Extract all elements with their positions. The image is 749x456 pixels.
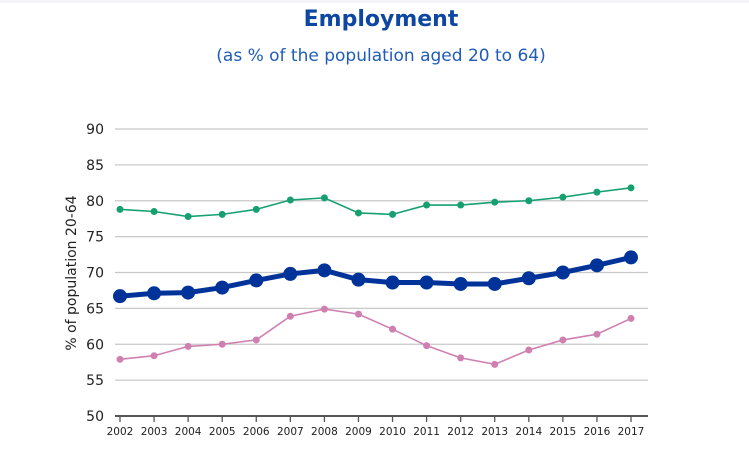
x-tick-label: 2005 xyxy=(209,426,236,438)
series-pink-point xyxy=(320,305,328,313)
series-blue-point xyxy=(624,250,638,265)
series-pink-point xyxy=(627,314,635,322)
y-tick-label: 60 xyxy=(86,337,104,353)
series-green-point xyxy=(389,210,397,218)
series-green-point xyxy=(491,198,499,206)
series-green-point xyxy=(525,197,533,205)
x-tick-label: 2013 xyxy=(481,426,508,438)
plot-area: % of population 20-64 50 55 60 65 70 75 80 85 90… xyxy=(64,122,648,438)
series-green-point xyxy=(184,213,192,221)
series-pink-point xyxy=(184,342,192,350)
series-green-point xyxy=(457,201,465,209)
chart-title: Employment xyxy=(303,7,459,32)
series-blue-point xyxy=(351,272,366,287)
x-tick-label: 2004 xyxy=(175,426,202,438)
x-tick-label: 2008 xyxy=(311,426,338,438)
series-blue-point xyxy=(283,266,298,281)
y-tick-label: 55 xyxy=(86,373,104,389)
series-blue-point xyxy=(453,276,468,291)
series-blue-point xyxy=(147,286,162,301)
series-blue-point xyxy=(521,271,536,286)
series-blue-point xyxy=(249,273,264,288)
x-tick-label: 2010 xyxy=(379,426,406,438)
chart-subtitle: (as % of the population aged 20 to 64) xyxy=(216,46,546,66)
series-blue-point xyxy=(385,275,400,290)
x-tick-label: 2006 xyxy=(243,426,270,438)
series-green-point xyxy=(559,193,567,201)
y-tick-label: 50 xyxy=(86,409,104,425)
series-green-point xyxy=(116,205,124,213)
series-green-point xyxy=(320,194,328,202)
series-pink-point xyxy=(150,352,158,360)
series-green-point xyxy=(150,208,158,216)
y-axis-label: % of population 20-64 xyxy=(64,195,80,350)
x-tick-label: 2002 xyxy=(107,426,134,438)
x-tick-label: 2015 xyxy=(549,426,576,438)
series-blue-point xyxy=(419,275,434,290)
x-tick-label: 2007 xyxy=(277,426,304,438)
y-tick-label: 85 xyxy=(86,158,104,174)
series-green-point xyxy=(627,184,635,192)
series-green-point xyxy=(423,201,431,209)
series-green-point xyxy=(218,210,226,218)
x-tick-label: 2017 xyxy=(618,426,645,438)
series-green-point xyxy=(593,188,601,196)
series-pink-point xyxy=(457,354,465,362)
series-pink-point xyxy=(593,330,601,338)
series-pink-point xyxy=(354,310,362,318)
y-tick-label: 75 xyxy=(86,230,104,246)
series-blue-point xyxy=(113,289,127,304)
series-green-point xyxy=(354,209,362,217)
series-pink-point xyxy=(389,325,397,333)
series-green-point xyxy=(252,205,260,213)
x-tick-label: 2009 xyxy=(345,426,372,438)
series-pink-point xyxy=(286,312,294,320)
series-pink-point xyxy=(423,342,431,350)
x-tick-label: 2014 xyxy=(515,426,542,438)
series-pink-point xyxy=(218,340,226,348)
series-pink-point xyxy=(525,346,533,354)
x-tick-label: 2003 xyxy=(141,426,168,438)
series-pink-point xyxy=(252,336,260,344)
series-pink-point xyxy=(559,336,567,344)
series-blue-point xyxy=(181,285,196,300)
series-blue-point xyxy=(487,276,502,291)
series-blue-point xyxy=(215,280,230,295)
series-pink-point xyxy=(116,355,124,363)
series-blue-point xyxy=(317,263,332,278)
x-tick-label: 2012 xyxy=(447,426,474,438)
series-blue-line xyxy=(119,254,632,299)
series-green-point xyxy=(286,196,294,204)
y-tick-label: 70 xyxy=(86,266,104,282)
y-tick-label: 90 xyxy=(86,122,104,138)
series-pink-line xyxy=(119,308,632,366)
y-tick-label: 80 xyxy=(86,194,104,210)
series-pink-point xyxy=(491,360,499,368)
x-tick-label: 2016 xyxy=(584,426,611,438)
series-blue-point xyxy=(589,258,604,273)
series-green-line xyxy=(119,187,632,218)
y-tick-label: 65 xyxy=(86,301,104,317)
series-blue-point xyxy=(555,265,570,280)
x-tick-label: 2011 xyxy=(413,426,440,438)
